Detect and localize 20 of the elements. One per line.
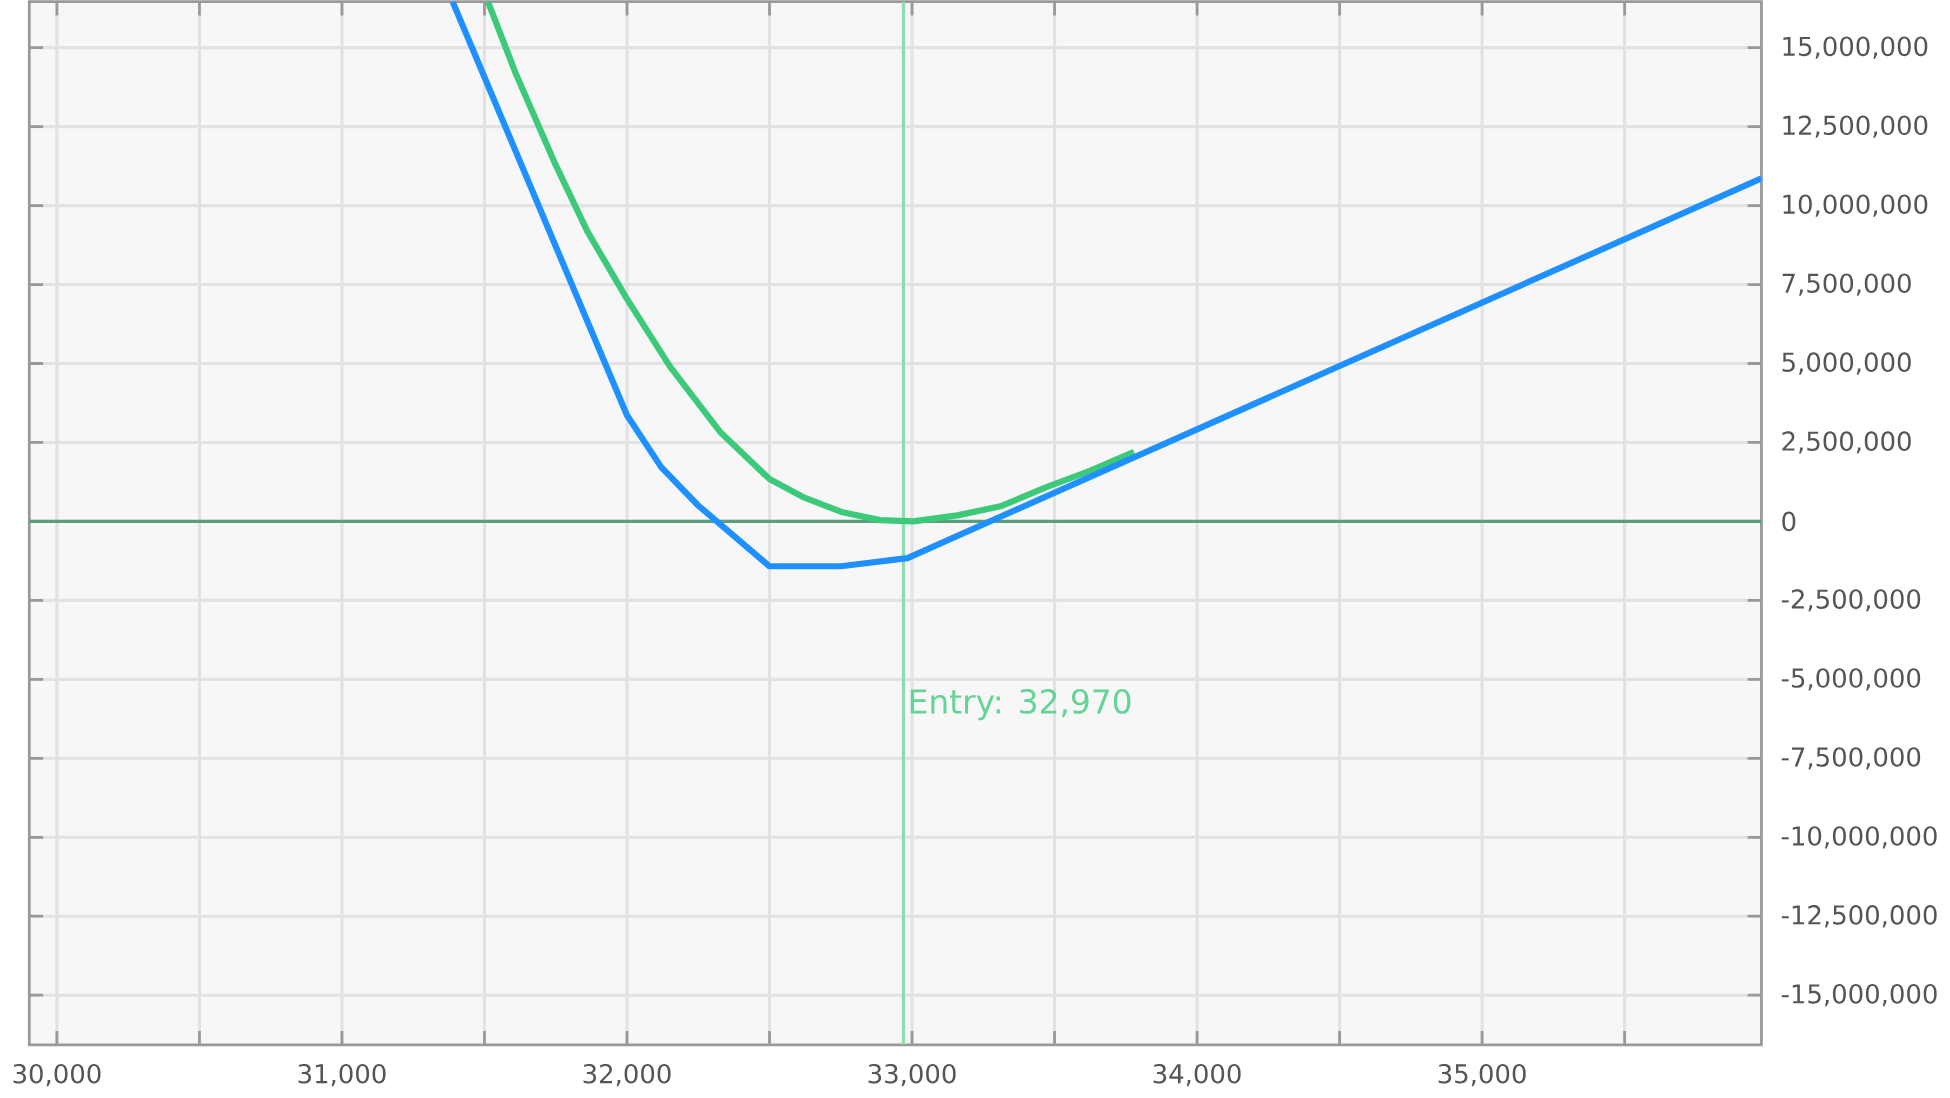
- y-tick-label: -7,500,000: [1781, 747, 1921, 770]
- y-tick-label: 5,000,000: [1782, 352, 1911, 375]
- x-tick-label: 35,000: [1438, 1064, 1526, 1087]
- x-tick-label: 33,000: [868, 1064, 956, 1087]
- y-tick-label: -12,500,000: [1781, 905, 1937, 928]
- x-tick-label: 34,000: [1153, 1064, 1241, 1087]
- x-tick-label: 30,000: [13, 1064, 101, 1087]
- y-tick-label: 10,000,000: [1783, 194, 1928, 217]
- y-tick-label: -5,000,000: [1781, 668, 1921, 691]
- y-tick-label: -15,000,000: [1781, 984, 1937, 1007]
- x-tick-label: 31,000: [298, 1064, 386, 1087]
- y-tick-label: 15,000,000: [1783, 36, 1928, 59]
- ref-line-label: Entry: 32,970: [910, 689, 1131, 721]
- y-tick-label: 7,500,000: [1782, 273, 1911, 296]
- y-tick-label: 0: [1782, 511, 1796, 532]
- y-tick-label: -10,000,000: [1781, 826, 1937, 849]
- y-tick-label: 12,500,000: [1783, 115, 1928, 138]
- y-tick-label: -2,500,000: [1781, 589, 1921, 612]
- x-tick-label: 32,000: [583, 1064, 671, 1087]
- y-tick-label: 2,500,000: [1782, 431, 1911, 454]
